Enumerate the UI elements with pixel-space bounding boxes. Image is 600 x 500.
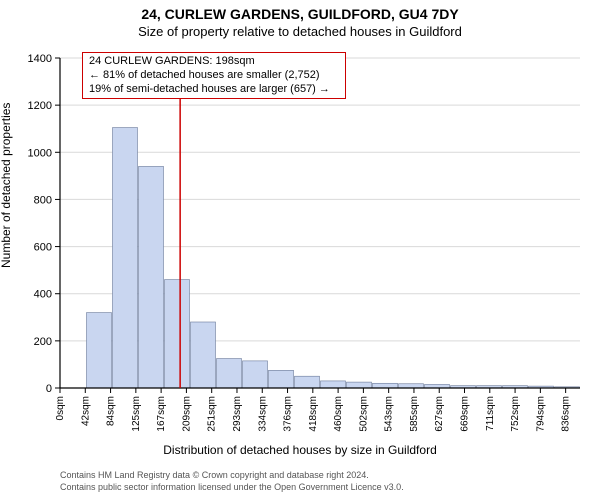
svg-text:376sqm: 376sqm (283, 396, 294, 432)
svg-text:334sqm: 334sqm (257, 396, 268, 432)
svg-text:669sqm: 669sqm (460, 396, 471, 432)
svg-text:1200: 1200 (28, 100, 52, 112)
svg-text:543sqm: 543sqm (384, 396, 395, 432)
svg-text:800: 800 (34, 194, 52, 206)
svg-text:585sqm: 585sqm (409, 396, 420, 432)
svg-text:600: 600 (34, 242, 52, 254)
svg-text:836sqm: 836sqm (561, 396, 572, 432)
svg-text:418sqm: 418sqm (308, 396, 319, 432)
svg-text:1400: 1400 (28, 53, 52, 65)
chart-area: Number of detached properties 0 200 400 600… (0, 48, 600, 443)
svg-text:627sqm: 627sqm (434, 396, 445, 432)
annotation-line3: 19% of semi-detached houses are larger (… (89, 83, 339, 97)
svg-text:200: 200 (34, 336, 52, 348)
chart-title-line2: Size of property relative to detached ho… (0, 24, 600, 39)
svg-text:209sqm: 209sqm (181, 396, 192, 432)
chart-title-line1: 24, CURLEW GARDENS, GUILDFORD, GU4 7DY (0, 6, 600, 22)
svg-text:251sqm: 251sqm (207, 396, 218, 432)
svg-text:711sqm: 711sqm (485, 396, 496, 431)
svg-text:752sqm: 752sqm (510, 396, 521, 432)
svg-text:1000: 1000 (28, 147, 52, 159)
chart-container: { "title_line1": "24, CURLEW GARDENS, GU… (0, 0, 600, 500)
svg-text:0sqm: 0sqm (55, 396, 66, 420)
svg-text:125sqm: 125sqm (131, 396, 142, 432)
svg-text:293sqm: 293sqm (232, 396, 243, 432)
histogram-plot: 0 200 400 600 800 1000 1200 1400 0sqm 42sqm 84sqm 1… (0, 48, 600, 443)
svg-text:84sqm: 84sqm (106, 396, 117, 426)
footer-copyright-1: Contains HM Land Registry data © Crown c… (60, 470, 369, 480)
svg-text:0: 0 (46, 383, 52, 395)
svg-text:400: 400 (34, 289, 52, 301)
svg-text:460sqm: 460sqm (333, 396, 344, 432)
y-axis-label: Number of detached properties (0, 103, 13, 268)
x-axis-label: Distribution of detached houses by size … (0, 443, 600, 457)
svg-text:794sqm: 794sqm (535, 396, 546, 432)
annotation-box: 24 CURLEW GARDENS: 198sqm ← 81% of detac… (82, 52, 346, 99)
svg-text:42sqm: 42sqm (80, 396, 91, 426)
footer-copyright-2: Contains public sector information licen… (60, 482, 404, 492)
svg-text:167sqm: 167sqm (156, 396, 167, 432)
svg-text:502sqm: 502sqm (358, 396, 369, 432)
annotation-line1: 24 CURLEW GARDENS: 198sqm (89, 55, 339, 69)
annotation-line2: ← 81% of detached houses are smaller (2,… (89, 69, 339, 83)
